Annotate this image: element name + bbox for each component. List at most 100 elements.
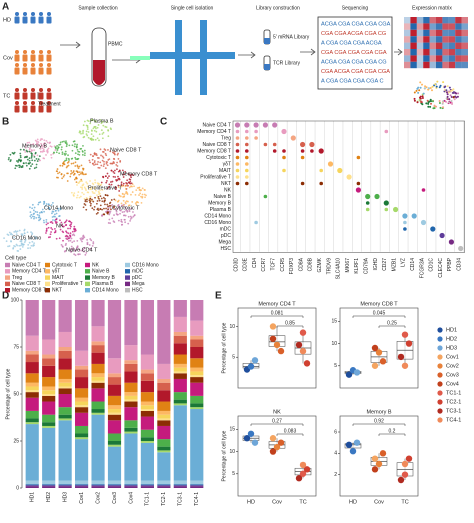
- umap-dot: [69, 239, 72, 242]
- bar-segment: [107, 484, 122, 486]
- umap-dot: [130, 173, 133, 176]
- legend-label: TC1-1: [446, 390, 461, 396]
- legend-label: HD3: [446, 345, 457, 351]
- heatmap-cell: [429, 42, 436, 49]
- bar-segment: [25, 484, 39, 486]
- dotplot-dot: [403, 220, 407, 225]
- heatmap-cell: [448, 17, 456, 24]
- bar-segment: [157, 420, 171, 426]
- umap-dot: [125, 200, 128, 203]
- umap-dot: [122, 199, 125, 202]
- umap-dot: [96, 211, 99, 214]
- umap-dot: [82, 132, 84, 135]
- person-icon: [46, 54, 52, 62]
- umap-dot: [65, 219, 68, 222]
- umap-dot: [81, 186, 83, 189]
- y-axis-label: Percentage of cell type: [5, 368, 11, 419]
- bar-segment: [91, 300, 105, 327]
- umap-dot: [69, 249, 72, 251]
- x-tick-label: TC2-1: [161, 492, 167, 506]
- sample-point: [295, 341, 303, 349]
- umap-dot: [101, 155, 104, 158]
- umap-dot: [102, 213, 105, 216]
- umap-dot: [63, 163, 65, 166]
- sample-point: [375, 460, 383, 468]
- umap-dot: [92, 127, 95, 130]
- umap-dot: [78, 153, 81, 156]
- umap-dot: [85, 189, 87, 191]
- bar-segment: [124, 360, 138, 364]
- bar-segment: [157, 439, 171, 447]
- umap-dot: [31, 215, 34, 218]
- bar-segment: [140, 373, 154, 381]
- dotplot-dot: [245, 181, 249, 186]
- y-tick-label: 15: [331, 319, 337, 325]
- umap-dot: [100, 129, 103, 132]
- umap-dot: [22, 162, 25, 165]
- heatmap-cell: [455, 36, 462, 43]
- heatmap-cell: [416, 49, 424, 56]
- cluster-label: NK: [56, 223, 64, 229]
- row-label: Mega: [218, 239, 231, 245]
- heatmap-cell: [416, 61, 424, 69]
- umap-dot: [451, 103, 454, 106]
- dotplot-dot: [262, 122, 268, 128]
- umap-dot: [65, 145, 68, 148]
- heatmap-cell: [442, 55, 449, 62]
- umap-dot: [99, 207, 102, 210]
- bar-segment: [91, 480, 105, 485]
- umap-dot: [31, 207, 34, 210]
- umap-dot: [102, 165, 105, 167]
- panel-label: D: [2, 291, 9, 302]
- umap-dot: [18, 229, 21, 232]
- sample-point: [273, 443, 281, 451]
- bar-segment: [42, 425, 56, 428]
- umap-dot: [75, 146, 78, 149]
- bar-segment: [58, 369, 72, 379]
- umap-dot: [441, 102, 444, 105]
- umap-dot: [73, 172, 76, 175]
- umap-dot: [55, 237, 58, 240]
- x-tick-label: TC3-1: [178, 492, 184, 506]
- gene-label: KLRF1: [354, 258, 360, 274]
- bar-segment: [124, 371, 138, 383]
- umap-dot: [110, 162, 113, 165]
- bar-segment: [124, 407, 138, 421]
- umap-dot: [26, 141, 29, 144]
- step-title: Sample collection: [78, 5, 117, 11]
- legend-swatch: [45, 281, 50, 287]
- umap-dot: [123, 173, 126, 176]
- bar-segment: [173, 354, 187, 364]
- umap-dot: [129, 220, 132, 222]
- umap-dot: [3, 237, 5, 239]
- bar-segment: [58, 480, 72, 485]
- umap-dot: [15, 243, 18, 246]
- legend-label: HSC: [132, 288, 143, 294]
- bar-segment: [190, 375, 204, 378]
- person-icon: [15, 63, 19, 67]
- umap-dot: [122, 173, 125, 176]
- legend-label: TC4-1: [446, 417, 461, 423]
- bar-segment: [140, 484, 154, 486]
- heatmap-cell: [448, 42, 456, 49]
- umap-dot: [25, 164, 28, 167]
- umap-dot: [84, 152, 86, 155]
- umap-dot: [37, 141, 40, 143]
- dotplot-dot: [374, 193, 380, 200]
- bar-segment: [173, 484, 187, 486]
- umap-dot: [128, 186, 131, 189]
- legend-swatch: [125, 262, 130, 268]
- umap-dot: [96, 194, 98, 197]
- dotplot-dot: [245, 175, 249, 179]
- umap-dot: [114, 208, 117, 211]
- y-tick-label: 2: [334, 472, 337, 478]
- umap-dot: [101, 189, 104, 191]
- bar-segment: [58, 486, 72, 488]
- umap-dot: [43, 139, 46, 142]
- umap-dot: [94, 138, 97, 141]
- bar-segment: [107, 395, 122, 406]
- gene-label: CLEC4C: [438, 258, 444, 278]
- umap-dot: [33, 242, 36, 245]
- umap-dot: [53, 152, 55, 154]
- umap-dot: [121, 193, 124, 195]
